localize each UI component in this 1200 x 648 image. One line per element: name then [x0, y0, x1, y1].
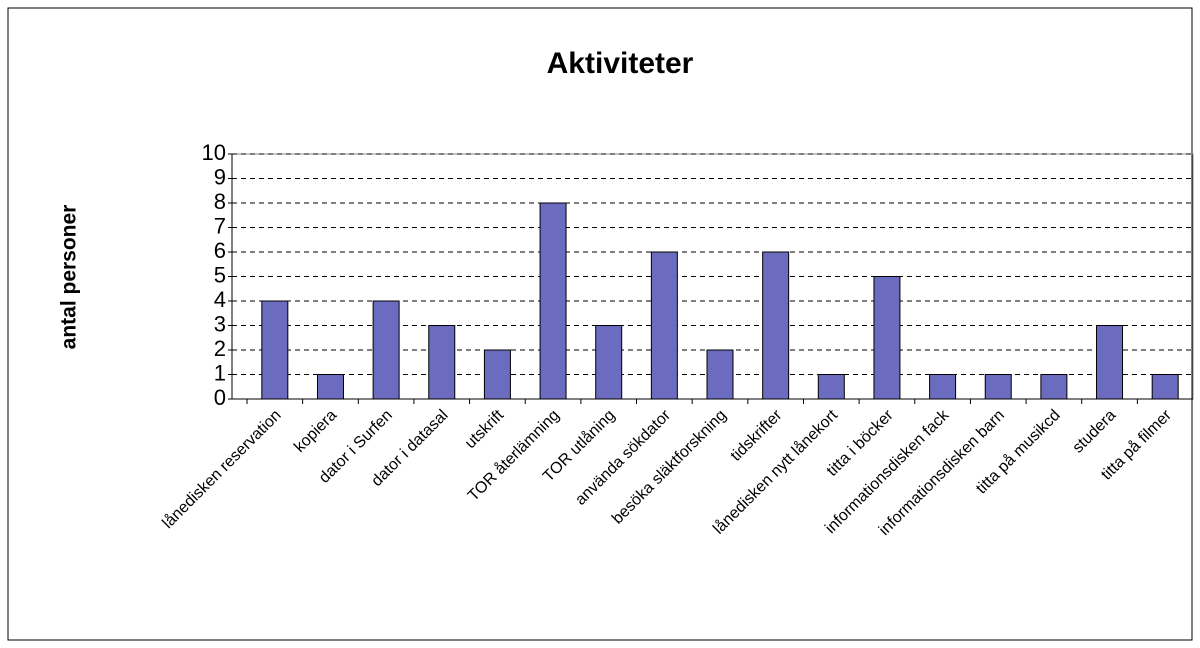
y-tick-label: 5 — [214, 262, 226, 287]
bar — [539, 202, 567, 400]
y-tick-label: 0 — [214, 385, 226, 410]
y-tick-label: 8 — [214, 189, 226, 214]
bar — [1040, 374, 1068, 400]
y-tick-label: 3 — [214, 311, 226, 336]
y-tick-label: 10 — [202, 140, 226, 165]
bar — [817, 374, 845, 400]
chart-title: Aktiviteter — [547, 47, 694, 80]
bar — [706, 349, 734, 400]
bar — [483, 349, 511, 400]
bar — [1096, 325, 1124, 400]
bar — [929, 374, 957, 400]
bar — [873, 276, 901, 400]
y-tick-label: 2 — [214, 336, 226, 361]
y-axis-label: antal personer — [58, 205, 81, 350]
bar — [316, 374, 344, 400]
bar — [428, 325, 456, 400]
bar — [595, 325, 623, 400]
bar — [762, 251, 790, 400]
y-tick-label: 1 — [214, 360, 226, 385]
y-tick-label: 9 — [214, 164, 226, 189]
bar — [261, 300, 289, 400]
chart-border — [7, 7, 1193, 641]
bar — [650, 251, 678, 400]
bar — [1151, 374, 1179, 400]
bar — [372, 300, 400, 400]
bar — [984, 374, 1012, 400]
y-tick-label: 6 — [214, 238, 226, 263]
y-tick-label: 4 — [214, 287, 226, 312]
y-tick-label: 7 — [214, 213, 226, 238]
